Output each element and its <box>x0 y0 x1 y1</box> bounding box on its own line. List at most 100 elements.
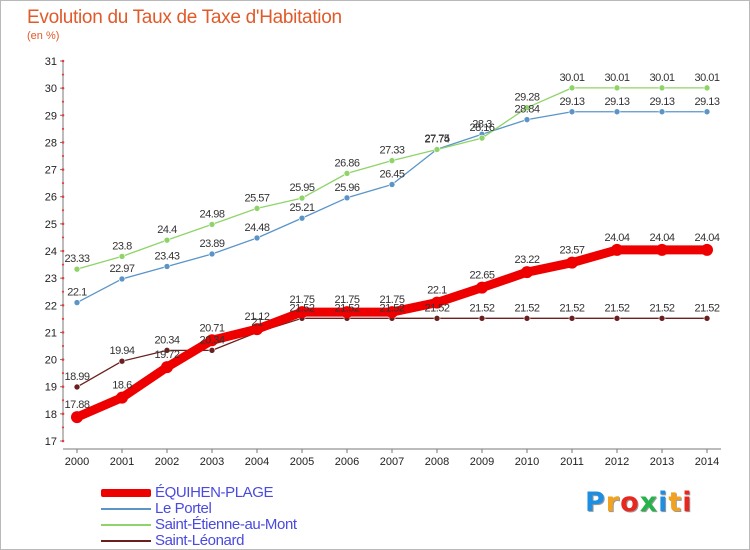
data-point-le-portel <box>298 214 306 222</box>
data-label-equihen-plage: 19.72 <box>154 349 179 361</box>
data-point-saint-leonard <box>568 315 576 322</box>
data-point-saint-etienne-au-mont <box>523 104 531 111</box>
logo-letter: o <box>620 487 640 518</box>
data-label-equihen-plage: 24.04 <box>604 232 629 244</box>
data-label-saint-leonard: 21.52 <box>424 302 449 314</box>
data-point-le-portel <box>568 108 576 116</box>
data-label-saint-leonard: 21.52 <box>604 302 629 314</box>
legend-swatch-saint-etienne-au-mont <box>101 524 151 526</box>
data-label-saint-etienne-au-mont: 25.57 <box>244 192 269 204</box>
x-tick-label: 2005 <box>290 456 314 468</box>
data-point-saint-leonard <box>118 357 126 365</box>
data-label-saint-etienne-au-mont: 30.01 <box>649 72 674 84</box>
series-line-le-portel <box>76 111 708 304</box>
legend-item-equihen-plage: ÉQUIHEN-PLAGE <box>101 485 361 501</box>
data-label-equihen-plage: 21.75 <box>334 294 359 306</box>
data-point-saint-etienne-au-mont <box>343 170 351 177</box>
data-label-equihen-plage: 24.04 <box>694 232 719 244</box>
legend-item-saint-leonard: Saint-Léonard <box>101 533 361 549</box>
data-label-saint-leonard: 18.99 <box>64 371 89 383</box>
data-point-equihen-plage <box>656 243 668 256</box>
data-point-le-portel <box>208 250 216 258</box>
data-label-saint-etienne-au-mont: 25.95 <box>289 182 314 194</box>
chart-title: Evolution du Taux de Taxe d'Habitation <box>27 7 342 28</box>
data-label-le-portel: 29.13 <box>604 96 629 108</box>
data-label-saint-etienne-au-mont: 27.33 <box>379 145 404 157</box>
data-label-saint-etienne-au-mont: 30.01 <box>604 72 629 84</box>
logo-letter: i <box>682 487 693 518</box>
data-label-le-portel: 28.3 <box>472 118 492 130</box>
y-tick-dot <box>61 141 65 144</box>
data-label-saint-leonard: 19.94 <box>109 345 134 357</box>
y-tick-dot <box>61 276 65 280</box>
data-label-le-portel: 24.48 <box>244 222 269 234</box>
x-tick-label: 2014 <box>695 456 719 468</box>
y-tick-label: 22 <box>45 300 57 312</box>
legend-swatch-saint-leonard <box>101 540 151 542</box>
data-label-saint-etienne-au-mont: 23.33 <box>64 253 89 265</box>
data-label-saint-etienne-au-mont: 28.16 <box>469 122 494 134</box>
data-label-saint-leonard: 21.52 <box>334 302 359 314</box>
y-minor-tick-dot <box>61 236 65 239</box>
data-point-equihen-plage <box>116 391 128 404</box>
data-point-saint-etienne-au-mont <box>118 253 126 260</box>
y-tick-label: 21 <box>45 327 57 339</box>
data-point-saint-etienne-au-mont <box>73 265 81 273</box>
y-tick-label: 24 <box>45 246 57 258</box>
y-tick-dot <box>61 358 65 361</box>
y-tick-dot <box>61 331 65 334</box>
data-label-equihen-plage: 21.75 <box>289 294 314 306</box>
data-label-saint-leonard: 21.52 <box>289 302 314 314</box>
data-label-saint-leonard: 21.52 <box>559 302 584 314</box>
chart-unit-label: (en %) <box>27 30 60 42</box>
logo-letter: r <box>605 487 621 518</box>
data-label-saint-leonard: 21.52 <box>379 302 404 314</box>
data-point-le-portel <box>343 194 351 202</box>
legend-label-saint-etienne-au-mont: Saint-Étienne-au-Mont <box>155 516 297 533</box>
data-point-saint-etienne-au-mont <box>298 194 306 202</box>
y-tick-dot <box>61 113 65 117</box>
data-point-le-portel <box>253 234 261 242</box>
data-point-saint-leonard <box>523 315 531 322</box>
data-point-saint-leonard <box>478 315 486 322</box>
data-label-saint-etienne-au-mont: 30.01 <box>694 72 719 84</box>
y-minor-tick-dot <box>61 263 65 266</box>
data-point-equihen-plage <box>701 243 713 256</box>
x-tick-label: 2009 <box>470 456 494 468</box>
chart-series <box>71 84 713 424</box>
data-label-saint-leonard: 21.52 <box>649 302 674 314</box>
data-label-le-portel: 29.13 <box>559 96 584 108</box>
y-minor-tick-dot <box>61 399 65 402</box>
y-minor-tick-dot <box>61 100 65 103</box>
y-tick-dot <box>61 195 65 199</box>
proxiti-logo: Proxiti <box>585 487 693 518</box>
chart-legend: ÉQUIHEN-PLAGE Le Portel Saint-Étienne-au… <box>101 485 361 549</box>
x-tick-label: 2002 <box>155 456 179 468</box>
x-tick-label: 2008 <box>425 456 449 468</box>
y-tick-dot <box>61 385 65 389</box>
data-label-le-portel: 25.96 <box>334 182 359 194</box>
data-label-equihen-plage: 22.65 <box>469 270 494 282</box>
y-tick-label: 19 <box>45 382 57 394</box>
data-label-saint-leonard: 21 <box>251 316 263 328</box>
data-label-le-portel: 29.13 <box>694 96 719 108</box>
data-point-saint-etienne-au-mont <box>658 84 666 92</box>
x-tick-label: 2012 <box>605 456 629 468</box>
data-label-equihen-plage: 24.04 <box>649 232 674 244</box>
data-label-saint-leonard: 21.52 <box>469 302 494 314</box>
data-label-equihen-plage: 23.22 <box>514 254 539 266</box>
y-tick-dot <box>61 59 65 63</box>
legend-swatch-equihen-plage <box>101 489 151 497</box>
data-label-le-portel: 26.45 <box>379 169 404 181</box>
data-label-saint-etienne-au-mont: 30.01 <box>559 72 584 84</box>
data-label-le-portel: 25.21 <box>289 202 314 214</box>
data-label-equihen-plage: 21.12 <box>244 311 269 323</box>
y-tick-dot <box>61 222 65 226</box>
y-tick-label: 28 <box>45 137 57 149</box>
data-label-saint-etienne-au-mont: 23.8 <box>112 240 132 252</box>
y-minor-tick-dot <box>61 372 65 375</box>
data-point-saint-etienne-au-mont <box>478 134 486 142</box>
y-tick-label: 31 <box>45 56 57 68</box>
